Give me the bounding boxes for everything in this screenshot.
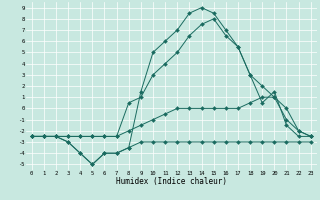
X-axis label: Humidex (Indice chaleur): Humidex (Indice chaleur) <box>116 177 227 186</box>
